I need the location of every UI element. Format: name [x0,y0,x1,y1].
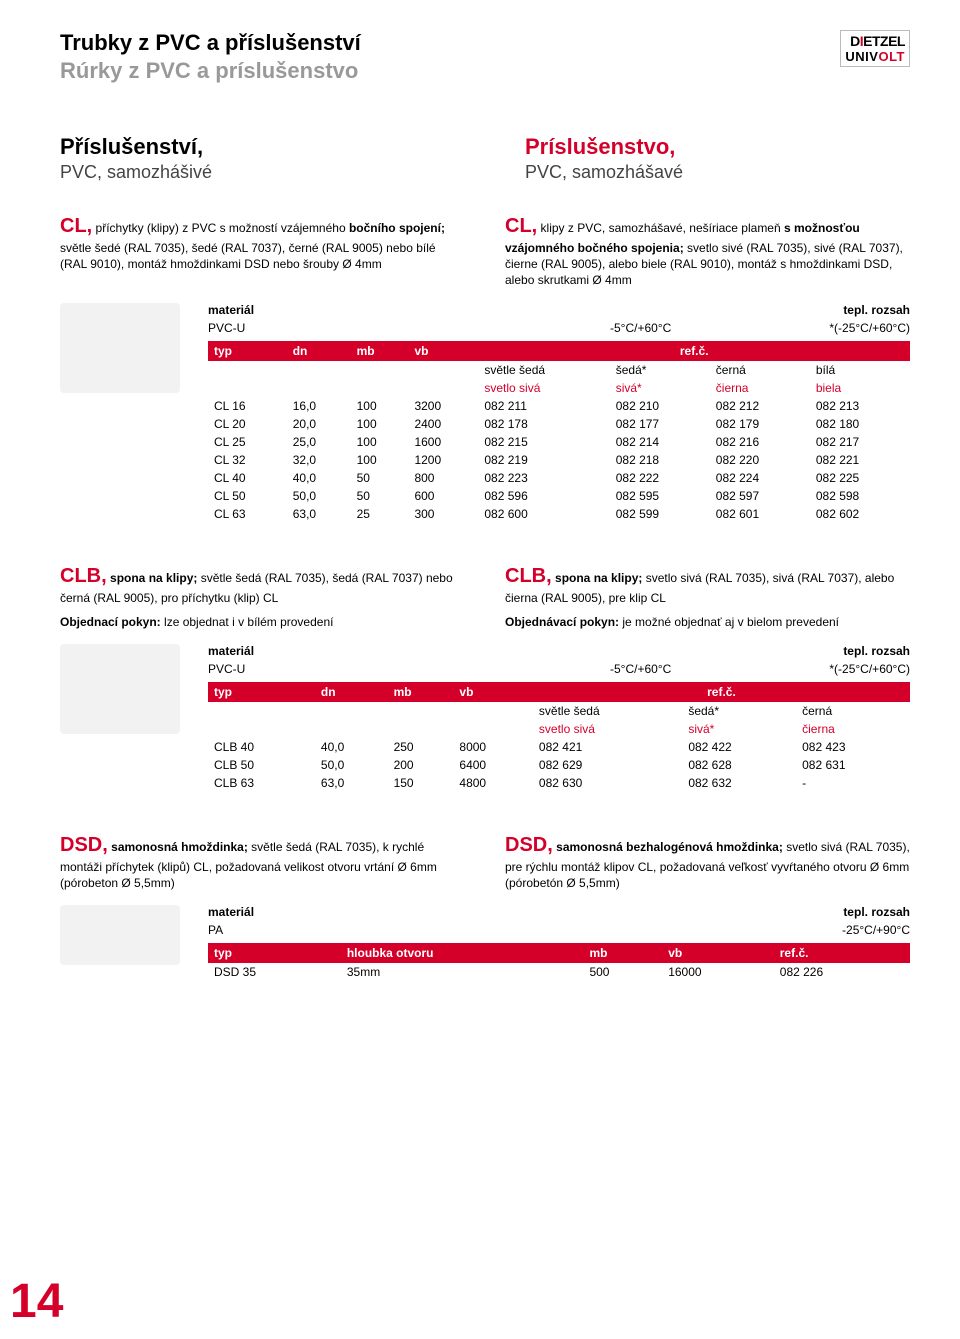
table-header-row: typ dn mb vb ref.č. [208,341,910,361]
cl-table: typ dn mb vb ref.č. světle šedá šedá* če… [208,341,910,523]
section-heading-cz: Příslušenství, PVC, samozhášivé [60,134,445,183]
dsd-thumbnail [60,905,190,981]
table-row: CL 2020,01002400082 178082 177082 179082… [208,415,910,433]
table-row: CL 2525,01001600082 215082 214082 216082… [208,433,910,451]
page-header: Trubky z PVC a příslušenství Rúrky z PVC… [60,30,910,84]
table-row: CLB 6363,01504800082 630082 632- [208,774,910,792]
table-row: CL 4040,050800082 223082 222082 224082 2… [208,469,910,487]
table-row: CL 5050,050600082 596082 595082 597082 5… [208,487,910,505]
table-row: CLB 5050,02006400082 629082 628082 631 [208,756,910,774]
dsd-desc-sk: DSD, samonosná bezhalogénová hmoždinka; … [505,832,910,891]
table-header-row: typ dn mb vb ref.č. [208,682,910,702]
table-row: CL 6363,025300082 600082 599082 601082 6… [208,505,910,523]
cl-descriptions: CL, příchytky (klipy) z PVC s možností v… [60,213,910,289]
dsd-block: materiál tepl. rozsah PA -25°C/+90°C typ… [60,905,910,981]
dsd-table: typ hloubka otvoru mb vb ref.č. DSD 3535… [208,943,910,981]
table-subheader-sk: svetlo sivá sivá* čierna [208,720,910,738]
cl-block: materiál tepl. rozsah PVC-U -5°C/+60°C *… [60,303,910,523]
logo-line1: DIETZEL [845,33,905,49]
clb-product-image [60,644,180,734]
title-cz: Trubky z PVC a příslušenství [60,30,361,56]
table-subheader-sk: svetlo sivá sivá* čierna biela [208,379,910,397]
page-number: 14 [10,1274,63,1329]
dsd-descriptions: DSD, samonosná hmoždinka; světle šedá (R… [60,832,910,891]
cl-thumbnail [60,303,190,523]
clb-material-values: PVC-U -5°C/+60°C *(-25°C/+60°C) [208,662,910,676]
clb-material-header: materiál tepl. rozsah [208,644,910,658]
cl-material-header: materiál tepl. rozsah [208,303,910,317]
brand-logo: DIETZEL UNIVOLT [840,30,910,67]
table-row: DSD 3535mm50016000082 226 [208,963,910,981]
section-headings: Příslušenství, PVC, samozhášivé Prísluše… [60,134,910,183]
table-row: CL 1616,01003200082 211082 210082 212082… [208,397,910,415]
table-subheader-cz: světle šedá šedá* černá [208,702,910,720]
cl-material-values: PVC-U -5°C/+60°C *(-25°C/+60°C) [208,321,910,335]
clb-descriptions: CLB, spona na klipy; světle šedá (RAL 70… [60,563,910,630]
dsd-product-image [60,905,180,965]
table-row: CL 3232,01001200082 219082 218082 220082… [208,451,910,469]
cl-product-image [60,303,180,393]
dsd-material-header: materiál tepl. rozsah [208,905,910,919]
clb-table: typ dn mb vb ref.č. světle šedá šedá* če… [208,682,910,792]
table-header-row: typ hloubka otvoru mb vb ref.č. [208,943,910,963]
dsd-material-values: PA -25°C/+90°C [208,923,910,937]
clb-desc-sk: CLB, spona na klipy; svetlo sivá (RAL 70… [505,563,910,630]
dsd-desc-cz: DSD, samonosná hmoždinka; světle šedá (R… [60,832,465,891]
table-row: CLB 4040,02508000082 421082 422082 423 [208,738,910,756]
cl-desc-sk: CL, klipy z PVC, samozhášavé, nešíriace … [505,213,910,289]
clb-thumbnail [60,644,190,792]
table-subheader-cz: světle šedá šedá* černá bílá [208,361,910,379]
logo-line2: UNIVOLT [845,49,905,64]
clb-desc-cz: CLB, spona na klipy; světle šedá (RAL 70… [60,563,465,630]
section-heading-sk: Príslušenstvo, PVC, samozhášavé [525,134,910,183]
clb-block: materiál tepl. rozsah PVC-U -5°C/+60°C *… [60,644,910,792]
title-sk: Rúrky z PVC a príslušenstvo [60,58,361,84]
cl-desc-cz: CL, příchytky (klipy) z PVC s možností v… [60,213,465,289]
page-titles: Trubky z PVC a příslušenství Rúrky z PVC… [60,30,361,84]
